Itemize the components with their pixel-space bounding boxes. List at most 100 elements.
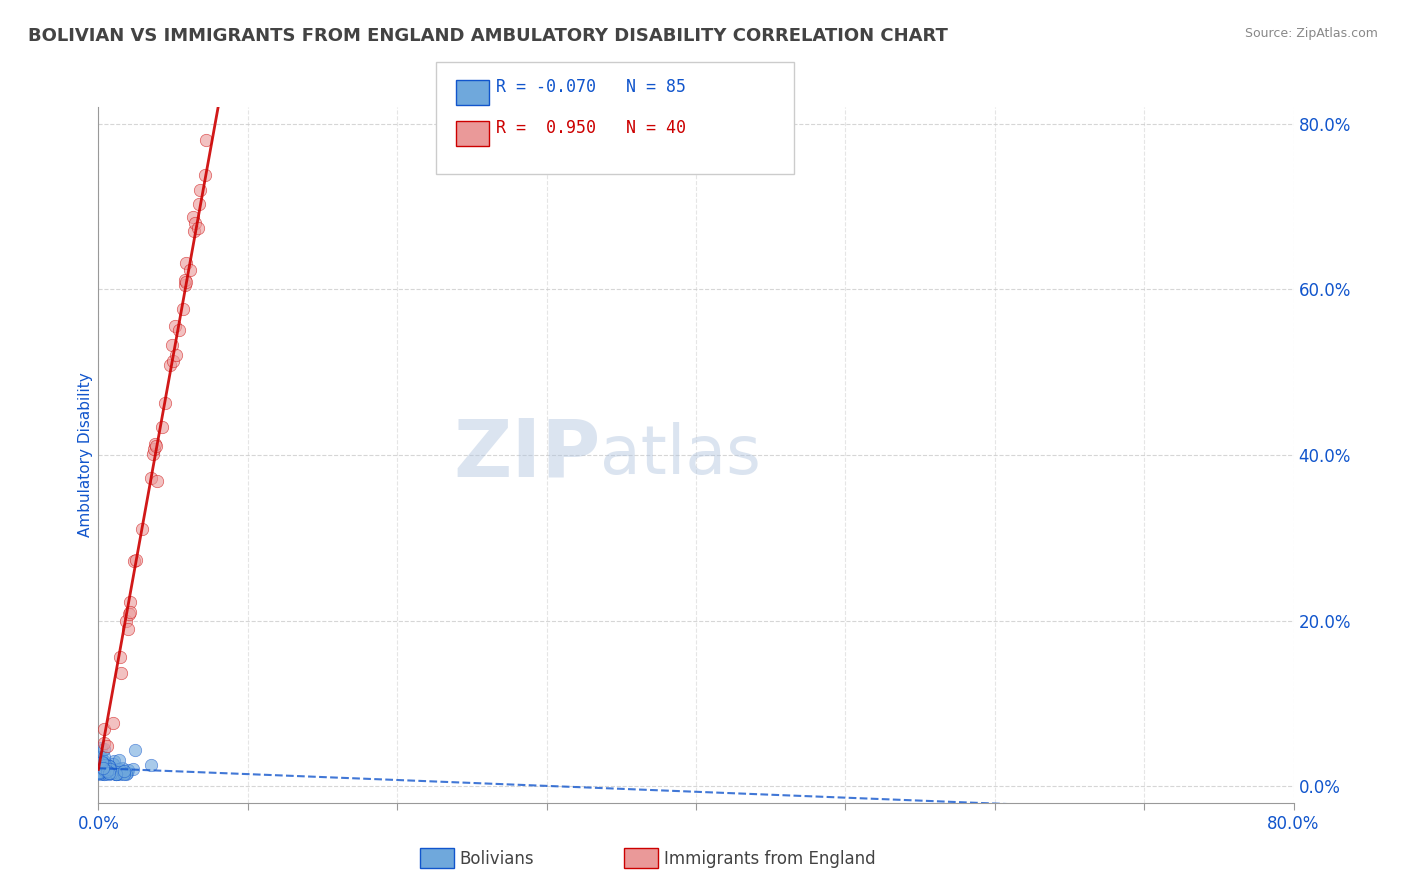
Point — [108, 650, 131, 665]
Point — [98, 763, 121, 777]
Point — [90, 761, 112, 775]
Point — [159, 358, 181, 372]
Point — [118, 607, 141, 621]
Point — [91, 755, 114, 769]
Point — [96, 739, 118, 754]
Point — [111, 761, 134, 775]
Point — [112, 764, 135, 778]
Point — [183, 216, 205, 230]
Point — [94, 762, 117, 776]
Point — [91, 756, 114, 770]
Point — [104, 762, 127, 776]
Point — [163, 319, 186, 334]
Point — [98, 763, 121, 777]
Point — [89, 764, 111, 778]
Point — [169, 323, 191, 337]
Point — [107, 763, 129, 777]
Point — [91, 762, 114, 776]
Point — [89, 757, 111, 772]
Point — [89, 764, 111, 779]
Point — [139, 757, 162, 772]
Point — [142, 447, 165, 461]
Point — [176, 255, 198, 269]
Point — [124, 743, 146, 757]
Point — [118, 605, 141, 619]
Text: BOLIVIAN VS IMMIGRANTS FROM ENGLAND AMBULATORY DISABILITY CORRELATION CHART: BOLIVIAN VS IMMIGRANTS FROM ENGLAND AMBU… — [28, 27, 948, 45]
Point — [181, 210, 204, 224]
Point — [108, 766, 131, 780]
Text: Immigrants from England: Immigrants from England — [664, 850, 876, 868]
Point — [100, 766, 122, 780]
Point — [90, 764, 112, 779]
Point — [117, 764, 139, 778]
Point — [93, 763, 115, 777]
Point — [131, 522, 153, 536]
Point — [110, 666, 132, 681]
Point — [96, 759, 118, 773]
Point — [195, 133, 218, 147]
Point — [94, 758, 117, 772]
Point — [139, 471, 162, 485]
Point — [91, 765, 114, 780]
Point — [93, 766, 115, 780]
Y-axis label: Ambulatory Disability: Ambulatory Disability — [77, 373, 93, 537]
Point — [145, 439, 167, 453]
Point — [183, 224, 205, 238]
Point — [93, 736, 115, 750]
Point — [89, 761, 111, 775]
Point — [89, 763, 111, 777]
Point — [153, 396, 176, 410]
Point — [188, 183, 211, 197]
Point — [112, 765, 135, 780]
Point — [104, 767, 127, 781]
Point — [91, 762, 114, 776]
Point — [125, 553, 148, 567]
Point — [107, 764, 129, 779]
Point — [89, 761, 111, 775]
Point — [122, 553, 145, 567]
Point — [105, 767, 128, 781]
Point — [115, 766, 138, 780]
Point — [94, 762, 117, 776]
Point — [174, 272, 197, 286]
Point — [105, 766, 128, 780]
Point — [93, 741, 115, 756]
Point — [96, 766, 118, 780]
Point — [93, 766, 115, 780]
Point — [97, 758, 120, 772]
Point — [93, 722, 115, 736]
Text: Bolivians: Bolivians — [460, 850, 534, 868]
Point — [160, 337, 183, 351]
Point — [90, 741, 112, 756]
Point — [96, 764, 118, 778]
Point — [98, 766, 121, 780]
Point — [89, 756, 111, 771]
Point — [90, 765, 112, 780]
Point — [97, 764, 120, 778]
Text: R =  0.950   N = 40: R = 0.950 N = 40 — [496, 119, 686, 136]
Point — [108, 754, 131, 768]
Point — [103, 757, 125, 772]
Point — [91, 766, 114, 780]
Point — [89, 765, 111, 780]
Point — [108, 766, 131, 780]
Point — [93, 749, 115, 764]
Point — [117, 623, 139, 637]
Point — [94, 762, 117, 776]
Text: Source: ZipAtlas.com: Source: ZipAtlas.com — [1244, 27, 1378, 40]
Point — [146, 474, 169, 488]
Point — [162, 354, 184, 368]
Point — [98, 759, 121, 773]
Point — [100, 765, 122, 780]
Point — [143, 442, 166, 456]
Point — [150, 419, 173, 434]
Point — [104, 767, 127, 781]
Point — [122, 762, 145, 776]
Point — [90, 763, 112, 777]
Point — [174, 278, 197, 293]
Point — [89, 766, 111, 780]
Point — [89, 764, 111, 779]
Point — [194, 169, 217, 183]
Point — [115, 766, 138, 780]
Point — [165, 348, 187, 362]
